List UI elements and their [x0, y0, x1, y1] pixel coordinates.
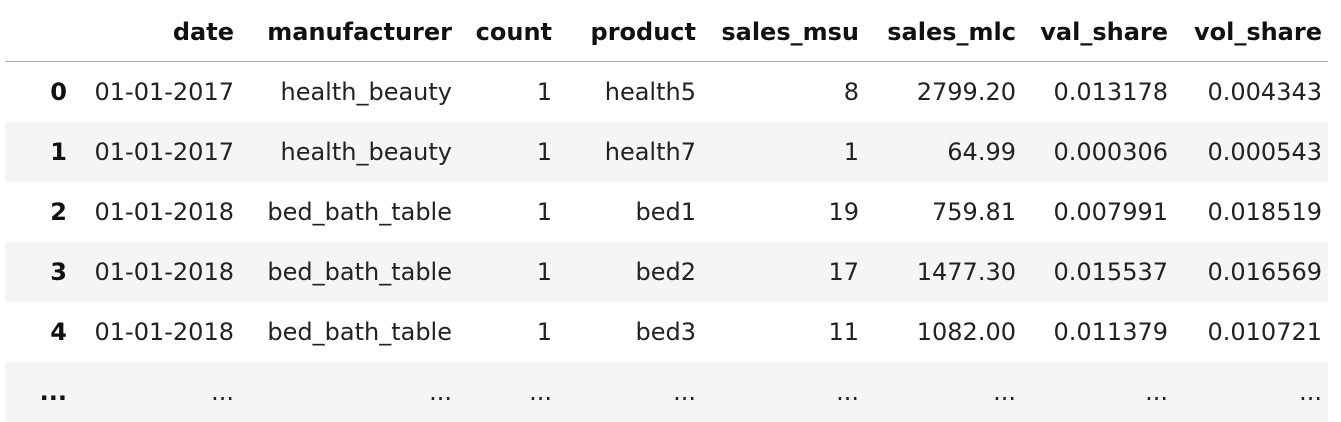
- column-header-date: date: [73, 2, 240, 62]
- cell-sales-msu: 8: [843, 77, 859, 106]
- cell-date: 01-01-2017: [94, 77, 234, 106]
- cell-manufacturer: health_beauty: [280, 137, 452, 166]
- cell-val-share: 0.013178: [1053, 77, 1168, 106]
- cell-count: 1: [536, 257, 552, 286]
- cell-sales-msu: 19: [828, 197, 859, 226]
- cell-sales-mlc: 759.81: [932, 197, 1016, 226]
- index-header: [5, 2, 73, 62]
- cell-sales-mlc: 1082.00: [916, 317, 1016, 346]
- cell-manufacturer: bed_bath_table: [267, 197, 452, 226]
- dataframe-table: date manufacturer count product sales_ms…: [5, 2, 1328, 422]
- cell-vol-share: 0.016569: [1207, 257, 1322, 286]
- cell-count: 1: [536, 77, 552, 106]
- cell-val-share: 0.007991: [1053, 197, 1168, 226]
- column-header-sales-mlc: sales_mlc: [865, 2, 1022, 62]
- cell-date: 01-01-2018: [94, 197, 234, 226]
- cell-manufacturer: ...: [429, 377, 452, 406]
- cell-product: bed2: [635, 257, 696, 286]
- cell-date: ...: [211, 377, 234, 406]
- cell-vol-share: 0.000543: [1207, 137, 1322, 166]
- cell-val-share: 0.011379: [1053, 317, 1168, 346]
- cell-count: 1: [536, 197, 552, 226]
- column-header-sales-msu: sales_msu: [702, 2, 865, 62]
- cell-sales-mlc: 64.99: [947, 137, 1016, 166]
- cell-vol-share: 0.018519: [1207, 197, 1322, 226]
- cell-product: bed3: [635, 317, 696, 346]
- table-row: 0 01-01-2017 health_beauty 1 health5 8 2…: [5, 61, 1328, 122]
- cell-vol-share: 0.010721: [1207, 317, 1322, 346]
- cell-vol-share: 0.004343: [1207, 77, 1322, 106]
- cell-date: 01-01-2018: [94, 257, 234, 286]
- row-index: 0: [50, 77, 67, 106]
- cell-date: 01-01-2017: [94, 137, 234, 166]
- cell-count: 1: [536, 317, 552, 346]
- row-index: 3: [50, 257, 67, 286]
- column-header-product: product: [558, 2, 702, 62]
- column-header-vol-share: vol_share: [1174, 2, 1328, 62]
- cell-product: bed1: [635, 197, 696, 226]
- table-header: date manufacturer count product sales_ms…: [5, 2, 1328, 62]
- cell-val-share: ...: [1145, 377, 1168, 406]
- column-header-manufacturer: manufacturer: [240, 2, 458, 62]
- table-row: 3 01-01-2018 bed_bath_table 1 bed2 17 14…: [5, 241, 1328, 302]
- cell-manufacturer: bed_bath_table: [267, 317, 452, 346]
- cell-sales-mlc: 1477.30: [916, 257, 1016, 286]
- cell-sales-msu: 17: [828, 257, 859, 286]
- cell-sales-mlc: ...: [993, 377, 1016, 406]
- table-body: 0 01-01-2017 health_beauty 1 health5 8 2…: [5, 61, 1328, 422]
- header-row: date manufacturer count product sales_ms…: [5, 2, 1328, 62]
- row-index: 2: [50, 197, 67, 226]
- cell-count: ...: [529, 377, 552, 406]
- cell-val-share: 0.015537: [1053, 257, 1168, 286]
- table-row: 2 01-01-2018 bed_bath_table 1 bed1 19 75…: [5, 181, 1328, 242]
- cell-sales-mlc: 2799.20: [916, 77, 1016, 106]
- column-header-val-share: val_share: [1022, 2, 1174, 62]
- cell-date: 01-01-2018: [94, 317, 234, 346]
- column-header-count: count: [458, 2, 558, 62]
- cell-val-share: 0.000306: [1053, 137, 1168, 166]
- row-index: 1: [50, 137, 67, 166]
- table-row: 1 01-01-2017 health_beauty 1 health7 1 6…: [5, 121, 1328, 182]
- cell-sales-msu: 1: [843, 137, 859, 166]
- row-index: ...: [39, 377, 67, 406]
- cell-sales-msu: ...: [836, 377, 859, 406]
- cell-count: 1: [536, 137, 552, 166]
- cell-manufacturer: bed_bath_table: [267, 257, 452, 286]
- cell-sales-msu: 11: [828, 317, 859, 346]
- cell-vol-share: ...: [1299, 377, 1322, 406]
- cell-product: ...: [673, 377, 696, 406]
- cell-manufacturer: health_beauty: [280, 77, 452, 106]
- cell-product: health7: [604, 137, 696, 166]
- table-row-ellipsis: ... ... ... ... ... ... ... ... ...: [5, 361, 1328, 422]
- row-index: 4: [50, 317, 67, 346]
- cell-product: health5: [604, 77, 696, 106]
- table-row: 4 01-01-2018 bed_bath_table 1 bed3 11 10…: [5, 301, 1328, 362]
